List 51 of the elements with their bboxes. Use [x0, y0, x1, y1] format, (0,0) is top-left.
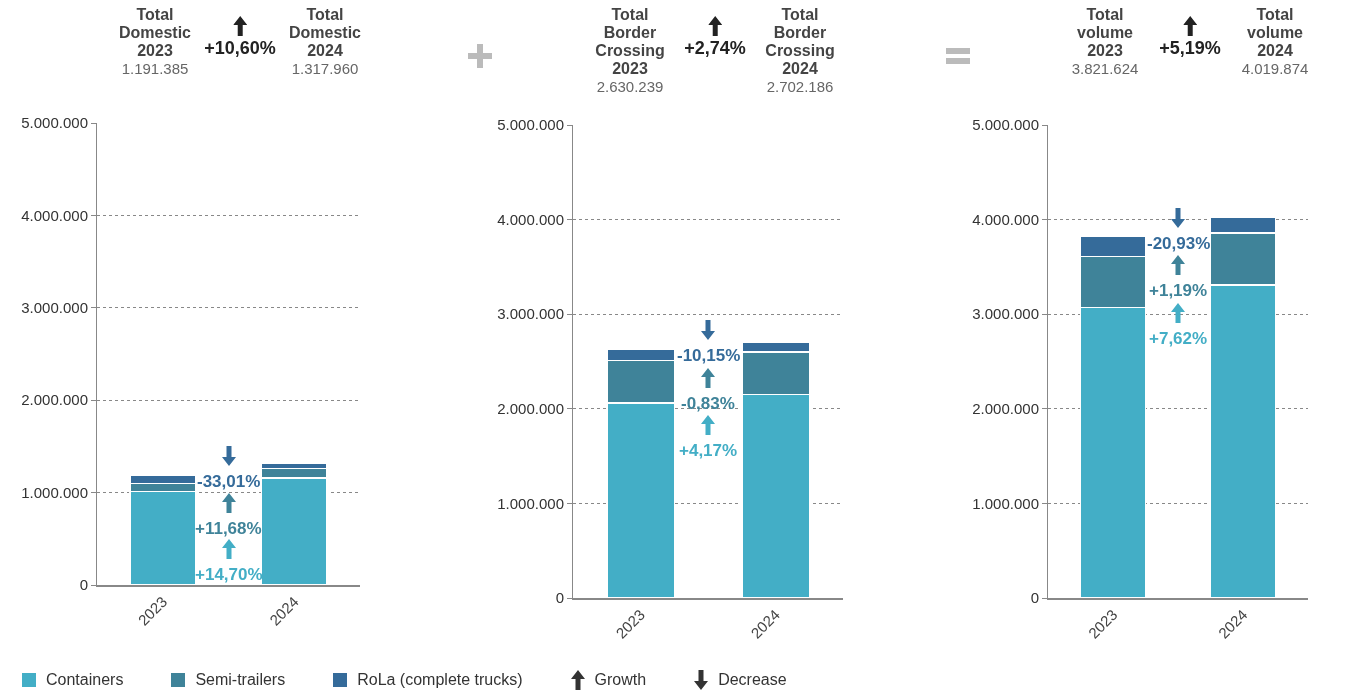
y-tick-label: 0: [555, 589, 564, 607]
y-tick-label: 1.000.000: [972, 494, 1039, 512]
y-tick-label: 0: [79, 576, 88, 594]
annotation: +11,68%: [195, 519, 262, 538]
x-tick-label: 2024: [307, 42, 343, 59]
annotation: -20,93%: [1147, 234, 1211, 253]
text: 4.019.874: [1240, 60, 1310, 77]
text: +10,60%: [204, 38, 276, 59]
y-tick-label: 3.000.000: [497, 305, 564, 323]
legend-label: Semi-trailers: [195, 671, 286, 689]
x-tick-label: 2023: [1087, 42, 1123, 59]
annotation: +14,70%: [195, 565, 263, 584]
annotation: -0,83%: [681, 394, 735, 413]
legend-label: Containers: [46, 671, 124, 689]
text: 2.630.239: [595, 78, 665, 95]
text: +5,19%: [1159, 38, 1221, 59]
text: 3.821.624: [1070, 60, 1140, 77]
y-tick-label: 4.000.000: [972, 210, 1039, 228]
y-tick-label: 0: [1030, 589, 1039, 607]
text: 2.702.186: [765, 78, 835, 95]
text: Decrease: [718, 671, 787, 689]
text: Total Domestic: [288, 6, 362, 41]
y-tick-label: 5.000.000: [497, 116, 564, 134]
y-tick-label: 1.000.000: [497, 494, 564, 512]
y-tick-label: 2.000.000: [497, 400, 564, 418]
text: +2,74%: [684, 38, 746, 59]
y-tick-label: 3.000.000: [21, 299, 88, 317]
annotation: +4,17%: [679, 441, 738, 460]
y-tick-label: 5.000.000: [21, 114, 88, 132]
annotation: +1,19%: [1149, 281, 1208, 300]
x-tick-label: 2024: [1257, 42, 1293, 59]
annotation: -33,01%: [197, 472, 261, 491]
y-tick-label: 5.000.000: [972, 116, 1039, 134]
text: 1.317.960: [290, 60, 360, 77]
text: 1.191.385: [120, 60, 190, 77]
y-tick-label: 1.000.000: [21, 483, 88, 501]
text: Total Border Crossing: [765, 6, 835, 59]
y-tick-label: 4.000.000: [497, 210, 564, 228]
y-tick-label: 3.000.000: [972, 305, 1039, 323]
y-tick-label: 2.000.000: [972, 400, 1039, 418]
annotation: +7,62%: [1149, 329, 1208, 348]
annotation: -10,15%: [677, 346, 741, 365]
y-tick-label: 4.000.000: [21, 206, 88, 224]
text: Growth: [594, 671, 647, 689]
text: Total volume: [1076, 6, 1133, 41]
text: Total Border Crossing: [595, 6, 665, 59]
legend-label: RoLa (complete trucks): [357, 671, 523, 689]
text: Total Domestic: [118, 6, 192, 41]
x-tick-label: 2023: [137, 42, 173, 59]
y-tick-label: 2.000.000: [21, 391, 88, 409]
text: Total volume: [1246, 6, 1303, 41]
